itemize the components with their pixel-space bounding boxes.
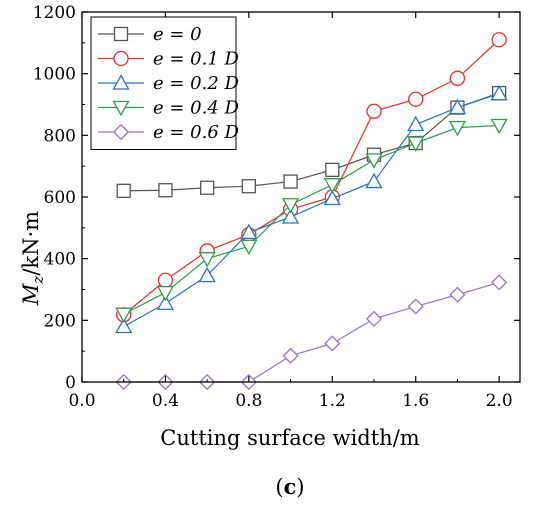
legend-entry: e = 0 (98, 24, 202, 45)
series-line (123, 124, 500, 315)
caption-close: ) (296, 475, 304, 499)
legend-entry: e = 0.1 D (98, 49, 240, 70)
data-point (281, 208, 300, 224)
x-tick-label: 1.2 (319, 391, 346, 411)
data-point (365, 310, 383, 327)
data-point (157, 272, 174, 288)
data-point (491, 32, 507, 48)
figure-caption: (c) (275, 474, 304, 499)
y-axis-label-unit: /kN·m (19, 211, 43, 276)
legend-marker (112, 74, 130, 90)
y-tick-label: 1200 (33, 3, 76, 23)
data-point (282, 347, 299, 364)
data-point (490, 84, 508, 101)
data-point (115, 317, 133, 334)
legend-label: e = 0.6 D (153, 122, 240, 143)
data-point (156, 285, 175, 302)
series-4 (115, 118, 508, 323)
x-tick-label: 0.0 (68, 391, 95, 411)
data-point (158, 183, 173, 198)
data-point (407, 136, 425, 152)
series-line (123, 93, 500, 328)
x-tick-label: 0.4 (152, 391, 179, 411)
y-tick-label: 0 (65, 373, 76, 393)
series-line (123, 92, 500, 192)
legend-marker (112, 123, 130, 141)
data-point (491, 274, 508, 291)
x-tick-label: 2.0 (486, 391, 513, 411)
data-point (115, 307, 133, 323)
legend-label: e = 0 (153, 24, 202, 45)
caption-open: ( (275, 475, 283, 499)
data-point (448, 98, 467, 115)
data-point (407, 298, 424, 315)
data-point (490, 118, 508, 135)
data-point (281, 198, 300, 214)
data-point (449, 286, 466, 303)
series-5 (115, 274, 508, 391)
data-point (240, 239, 258, 256)
legend-label: e = 0.2 D (153, 73, 240, 94)
data-point (323, 189, 341, 206)
y-axis-label-sub: z (29, 276, 47, 285)
data-point (407, 115, 425, 132)
y-tick-label: 800 (44, 126, 76, 146)
y-tick-label: 400 (44, 250, 76, 270)
axes: 0.0 0.4 0.8 1.2 1.6 2.0 0 200 400 600 800 1000 1200 (33, 3, 521, 411)
series-line (123, 39, 500, 316)
legend-entry: e = 0.4 D (98, 98, 240, 119)
data-point (116, 183, 131, 198)
data-point (448, 120, 467, 137)
data-point (408, 91, 424, 107)
y-axis-label-main: M (19, 283, 43, 306)
data-point (198, 252, 216, 268)
y-tick-label: 600 (44, 188, 76, 208)
data-point (324, 335, 341, 352)
data-point (323, 178, 341, 194)
legend-marker (113, 50, 129, 67)
caption-letter: c (284, 474, 297, 499)
legend-marker (113, 26, 129, 42)
x-tick-label: 0.8 (235, 391, 262, 411)
x-axis-label: Cutting surface width/m (160, 426, 420, 450)
data-point (325, 162, 340, 178)
data-point (283, 174, 298, 189)
data-point (156, 294, 175, 311)
legend-label: e = 0.1 D (153, 49, 240, 70)
series-3 (115, 84, 508, 334)
data-point (198, 266, 216, 283)
x-tick-label: 1.6 (402, 391, 429, 411)
data-point (199, 180, 215, 195)
legend-label: e = 0.4 D (153, 98, 240, 119)
legend-marker (112, 100, 130, 117)
legend-entry: e = 0.2 D (98, 73, 240, 94)
legend-entry: e = 0.6 D (98, 122, 240, 143)
data-point (365, 153, 383, 169)
data-point (449, 70, 466, 86)
data-point (365, 172, 383, 189)
y-axis-label: Mz/kN·m (19, 211, 47, 306)
series-line (123, 281, 500, 383)
y-tick-label: 1000 (33, 65, 76, 85)
data-point (366, 103, 382, 119)
y-tick-label: 200 (44, 311, 76, 331)
data-point (241, 179, 257, 194)
plot-area (115, 32, 508, 391)
data-point (240, 223, 258, 240)
legend: e = 0 e = 0.1 D e = 0.2 D e = 0.4 D e = 0.6 … (90, 16, 240, 150)
